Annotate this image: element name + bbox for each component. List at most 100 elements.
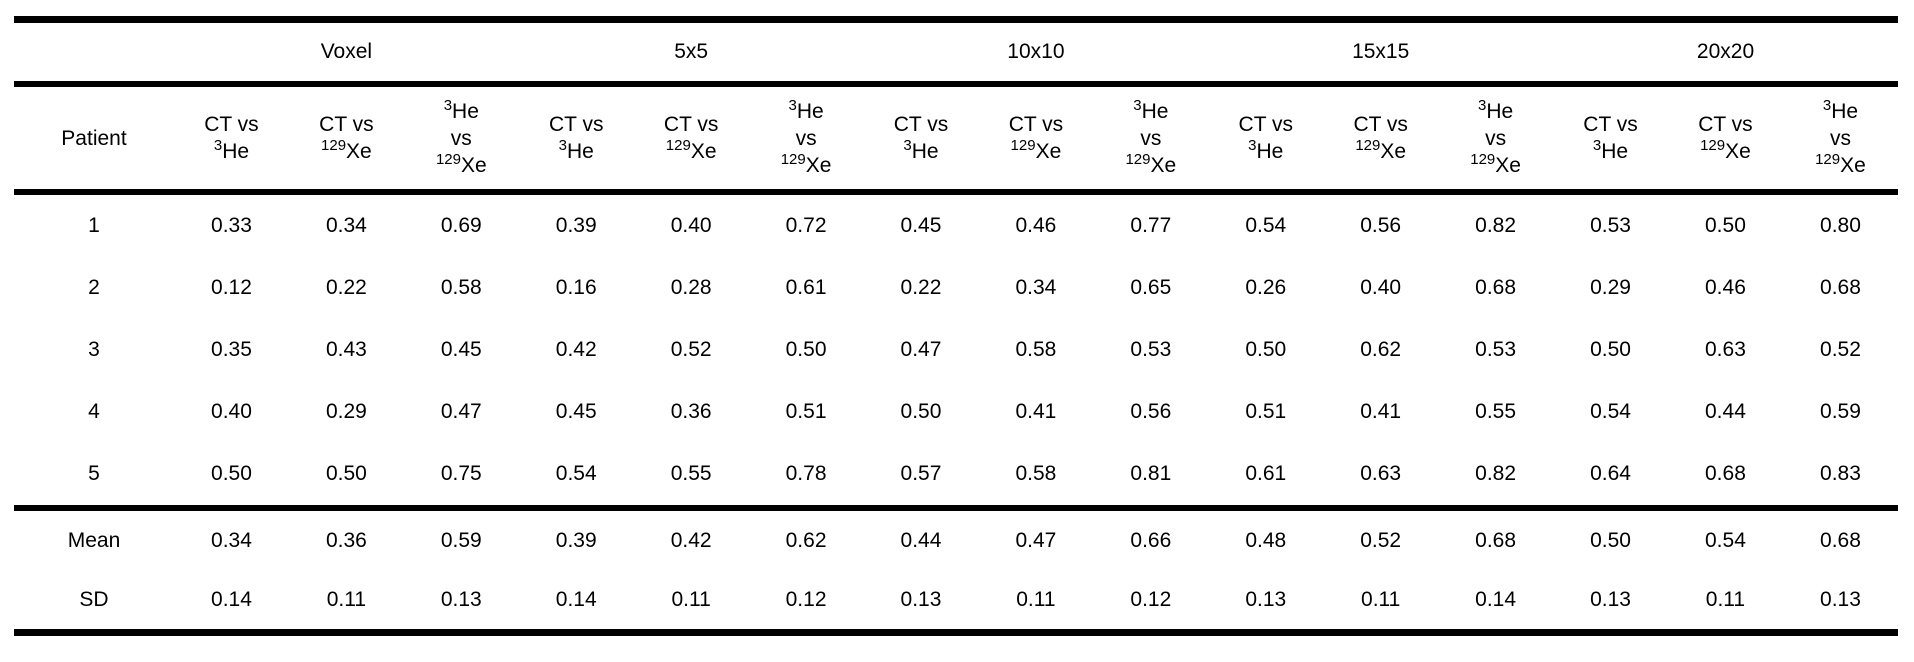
patient-row-4: 4 0.40 0.29 0.47 0.45 0.36 0.51 0.50 0.41 0.56 0.5… — [14, 381, 1898, 443]
correlation-value: 0.41 — [1360, 400, 1402, 423]
correlation-value: 0.50 — [288, 443, 404, 511]
correlation-value: 0.80 — [1820, 214, 1861, 237]
group-header-row: Voxel 5x5 10x10 15x15 20x20 — [14, 19, 1898, 87]
correlation-value: 0.50 — [1245, 338, 1287, 361]
correlation-value: 0.47 — [1015, 528, 1057, 552]
correlation-value: 0.62 — [1360, 338, 1402, 361]
correlation-value: 0.68 — [1820, 276, 1861, 299]
correlation-value: 0.56 — [1130, 400, 1172, 423]
correlation-value: 0.13 — [900, 587, 942, 611]
correlation-value: 0.83 — [1782, 443, 1898, 511]
correlation-value: 0.58 — [978, 443, 1094, 511]
correlation-value: 0.11 — [1361, 587, 1401, 611]
correlation-value: 0.13 — [1590, 587, 1631, 611]
correlation-value: 0.68 — [1475, 276, 1517, 299]
correlation-value: 0.29 — [1590, 276, 1631, 299]
correlation-value: 0.46 — [1015, 214, 1057, 237]
isotope-superscript: 129 — [1010, 137, 1036, 154]
patient-row-3: 3 0.35 0.43 0.45 0.42 0.52 0.50 0.47 0.58 0.53 0.5… — [14, 319, 1898, 381]
correlation-value: 0.13 — [1820, 587, 1861, 611]
correlation-value: 0.63 — [1705, 338, 1746, 361]
correlation-value: 0.50 — [785, 338, 827, 361]
correlation-value: 0.66 — [1130, 528, 1172, 552]
patient-row-5: 5 0.50 0.50 0.75 0.54 0.55 0.78 0.57 0.58 0.81 0.6… — [14, 443, 1898, 511]
column-header-5x5-ct-vs-3he: CT vs 3He — [518, 84, 634, 195]
correlation-value: 0.47 — [440, 400, 482, 423]
summary-row-mean: Mean 0.34 0.36 0.59 0.39 0.42 0.62 0.44 0.47 0.66… — [14, 508, 1898, 570]
correlation-value: 0.47 — [900, 338, 942, 361]
column-header-10x10-ct-vs-3he: CT vs 3He — [863, 84, 979, 195]
row-label: 4 — [88, 400, 100, 423]
row-label: 2 — [88, 276, 100, 299]
correlation-value: 0.11 — [671, 587, 711, 611]
correlation-value: 0.12 — [211, 276, 252, 299]
correlation-value: 0.11 — [1016, 587, 1056, 611]
column-header-10x10-ct-vs-129xe: CT vs 129Xe — [978, 84, 1094, 195]
column-header-voxel-3he-vs-129xe: 3He vs 129Xe — [403, 84, 519, 195]
correlation-value: 0.64 — [1553, 443, 1668, 511]
correlation-value: 0.54 — [1705, 528, 1746, 552]
correlation-value: 0.50 — [174, 443, 289, 511]
correlation-table: Voxel 5x5 10x10 15x15 20x20 Patient CT vs 3He C… — [14, 16, 1898, 636]
correlation-value: 0.14 — [555, 587, 597, 611]
isotope-superscript: 3 — [1822, 96, 1832, 114]
correlation-value: 0.12 — [785, 587, 827, 611]
correlation-value: 0.65 — [1130, 276, 1172, 299]
correlation-value: 0.29 — [325, 400, 367, 423]
patient-row-1: 1 0.33 0.34 0.69 0.39 0.40 0.72 0.45 0.46 0.77 0.5… — [14, 192, 1898, 257]
correlation-value: 0.82 — [1438, 443, 1554, 511]
correlation-value: 0.35 — [211, 338, 252, 361]
correlation-value: 0.22 — [900, 276, 942, 299]
column-header-20x20-3he-vs-129xe: 3He vs 129Xe — [1782, 84, 1898, 195]
column-header-5x5-ct-vs-129xe: CT vs 129Xe — [633, 84, 749, 195]
correlation-value: 0.52 — [1360, 528, 1402, 552]
isotope-superscript: 3 — [213, 137, 223, 154]
isotope-superscript: 129 — [1700, 137, 1726, 154]
correlation-value: 0.75 — [403, 443, 519, 511]
correlation-value: 0.57 — [863, 443, 979, 511]
isotope-superscript: 129 — [321, 137, 347, 154]
isotope-superscript: 129 — [1125, 150, 1151, 168]
column-header-15x15-ct-vs-129xe: CT vs 129Xe — [1323, 84, 1439, 195]
group-header-20x20: 20x20 — [1553, 19, 1898, 87]
row-label: Mean — [67, 528, 121, 552]
correlation-value: 0.61 — [785, 276, 827, 299]
correlation-value: 0.11 — [326, 587, 367, 611]
group-header-15x15: 15x15 — [1208, 19, 1554, 87]
column-header-15x15-ct-vs-3he: CT vs 3He — [1208, 84, 1324, 195]
table-summary: Mean 0.34 0.36 0.59 0.39 0.42 0.62 0.44 0.47 0.66… — [14, 508, 1898, 633]
isotope-superscript: 129 — [1470, 150, 1496, 168]
correlation-value: 0.40 — [670, 214, 712, 237]
correlation-value: 0.26 — [1245, 276, 1287, 299]
correlation-value: 0.53 — [1475, 338, 1517, 361]
correlation-value: 0.50 — [1590, 528, 1631, 552]
correlation-value: 0.13 — [1245, 587, 1287, 611]
column-header-voxel-ct-vs-3he: CT vs 3He — [174, 84, 289, 195]
page: { "meta": { "background_color": "#ffffff… — [0, 16, 1914, 662]
correlation-value: 0.28 — [670, 276, 712, 299]
correlation-value: 0.68 — [1667, 443, 1783, 511]
correlation-value: 0.62 — [785, 528, 827, 552]
correlation-value: 0.51 — [785, 400, 827, 423]
group-header-voxel: Voxel — [174, 19, 519, 87]
correlation-value: 0.34 — [211, 528, 252, 552]
correlation-value: 0.68 — [1820, 528, 1861, 552]
summary-row-sd: SD 0.14 0.11 0.13 0.14 0.11 0.12 0.13 0.11 0.12 0.… — [14, 570, 1898, 633]
correlation-value: 0.54 — [1245, 214, 1287, 237]
column-header-10x10-3he-vs-129xe: 3He vs 129Xe — [1093, 84, 1209, 195]
corner-cell — [14, 19, 174, 87]
column-header-voxel-ct-vs-129xe: CT vs 129Xe — [288, 84, 404, 195]
correlation-value: 0.52 — [670, 338, 712, 361]
correlation-value: 0.43 — [325, 338, 367, 361]
correlation-value: 0.48 — [1245, 528, 1287, 552]
correlation-value: 0.42 — [670, 528, 712, 552]
isotope-superscript: 129 — [665, 137, 691, 154]
row-label: 1 — [88, 214, 100, 237]
isotope-superscript: 3 — [1592, 137, 1602, 154]
correlation-value: 0.54 — [1590, 400, 1631, 423]
correlation-value: 0.58 — [440, 276, 482, 299]
correlation-value: 0.69 — [440, 214, 482, 237]
correlation-value: 0.52 — [1820, 338, 1861, 361]
correlation-value: 0.13 — [440, 587, 482, 611]
isotope-superscript: 3 — [788, 96, 797, 114]
